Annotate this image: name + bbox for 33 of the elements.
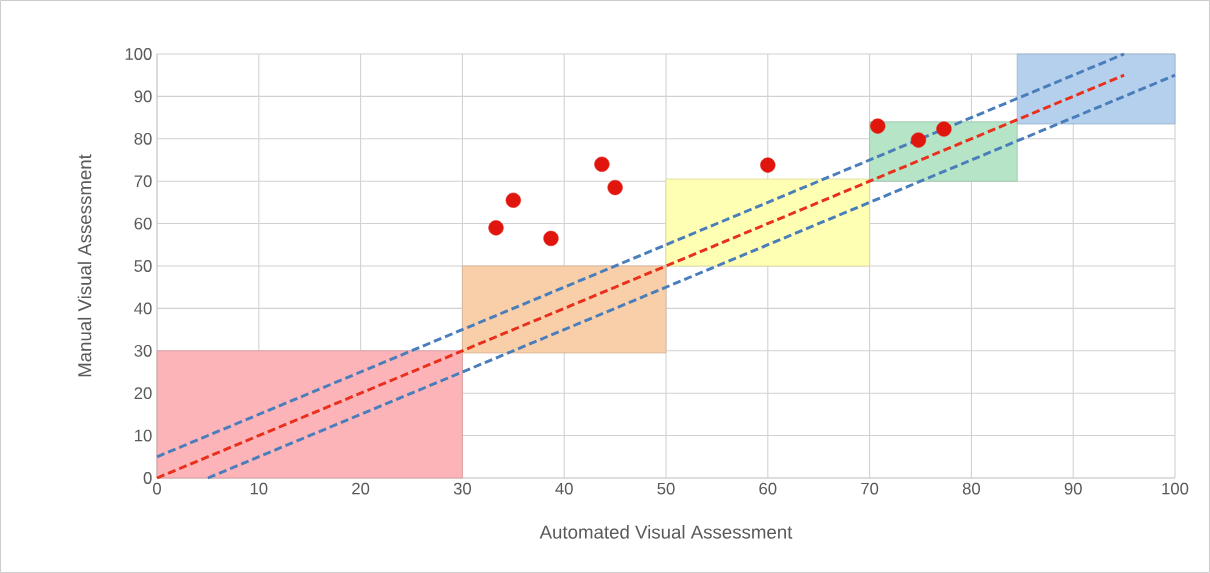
point: [594, 156, 610, 172]
point: [910, 132, 927, 148]
x-tick-label: 60: [759, 482, 777, 495]
x-tick-label: 30: [453, 482, 472, 495]
x-tick-label: 40: [555, 482, 573, 495]
y-tick-label: 30: [134, 344, 152, 357]
point: [488, 220, 504, 236]
point: [936, 121, 952, 137]
x-tick-label: 80: [962, 482, 981, 495]
x-tick-label: 90: [1064, 482, 1082, 495]
y-tick-label: 90: [134, 90, 152, 103]
y-tick-label: 10: [135, 429, 152, 442]
x-tick-label: 10: [250, 482, 268, 495]
y-tick-label: 0: [143, 472, 152, 484]
y-tick-label: 70: [134, 175, 152, 188]
point: [543, 230, 559, 247]
point: [505, 192, 521, 208]
y-axis-title: Manual Visual Assessment: [77, 154, 92, 377]
x-tick-label: 0: [153, 482, 161, 495]
x-tick-label: 50: [657, 482, 675, 495]
y-tick-label: 60: [134, 217, 152, 230]
point: [607, 179, 623, 196]
x-tick-label: 20: [352, 482, 370, 495]
y-tick-label: 50: [134, 260, 152, 272]
y-tick-label: 80: [134, 132, 152, 145]
point: [870, 118, 886, 134]
x-tick-label: 70: [861, 482, 879, 495]
y-tick-label: 20: [134, 387, 152, 400]
y-tick-label: 40: [134, 302, 152, 315]
x-tick-label: 100: [1162, 482, 1189, 495]
x-axis-title: Automated Visual Assessment: [539, 524, 793, 539]
point: [760, 157, 776, 173]
y-tick-label: 100: [125, 48, 152, 60]
